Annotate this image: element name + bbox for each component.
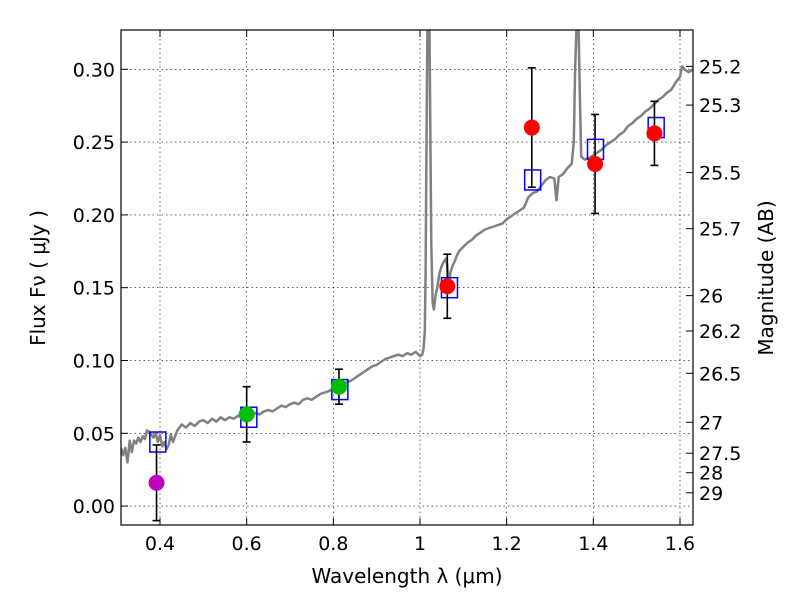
magnitude-tick-label: 27 <box>699 412 723 434</box>
magnitude-tick-label: 25.3 <box>699 95 741 117</box>
y-tick-label: 0.15 <box>73 278 115 300</box>
observed-point <box>646 125 663 142</box>
x-tick-label: 0.8 <box>318 533 348 555</box>
y-axis-label: Flux Fν ( μJy ) <box>26 210 50 346</box>
y-tick-label: 0.30 <box>73 59 115 81</box>
observed-point <box>238 406 255 423</box>
x-tick-label: 0.4 <box>145 533 175 555</box>
magnitude-tick-label: 26.5 <box>699 363 741 385</box>
magnitude-tick-label: 28 <box>699 463 723 485</box>
magnitude-tick-label: 26 <box>699 286 723 308</box>
y-tick-label: 0.20 <box>73 205 115 227</box>
y-tick-label: 0.05 <box>73 423 115 445</box>
magnitude-tick-label: 29 <box>699 483 723 505</box>
observed-point <box>439 278 456 295</box>
magnitude-axis-label: Magnitude (AB) <box>754 200 778 355</box>
x-tick-label: 1.6 <box>665 533 695 555</box>
x-tick-label: 1.4 <box>578 533 608 555</box>
x-tick-label: 0.6 <box>232 533 262 555</box>
observed-point <box>330 378 347 395</box>
magnitude-tick-label: 27.5 <box>699 443 741 465</box>
model-photometry-square <box>523 169 542 191</box>
magnitude-tick-label: 25.5 <box>699 163 741 185</box>
observed-point <box>148 474 165 491</box>
grid <box>121 30 693 525</box>
plot-area <box>121 30 693 522</box>
plot-frame <box>120 29 694 526</box>
x-axis-label: Wavelength λ (μm) <box>311 564 502 588</box>
y-tick-label: 0.25 <box>73 132 115 154</box>
y-tick-label: 0.00 <box>73 496 115 518</box>
observed-point <box>587 155 604 172</box>
x-tick-label: 1 <box>414 533 426 555</box>
ticks: 0.4 0.6 0.8 1 1.2 1.4 1.6 0.00 0.05 0.10 0.15 0.20 0… <box>73 30 741 555</box>
model-photometry-square <box>149 431 167 453</box>
observed-point <box>523 119 540 136</box>
x-tick-label: 1.2 <box>492 533 522 555</box>
magnitude-tick-label: 25.2 <box>699 56 741 78</box>
model-spectrum-line <box>121 30 693 464</box>
magnitude-tick-label: 25.7 <box>699 219 741 241</box>
magnitude-tick-label: 26.2 <box>699 321 741 343</box>
y-tick-label: 0.10 <box>73 350 115 372</box>
